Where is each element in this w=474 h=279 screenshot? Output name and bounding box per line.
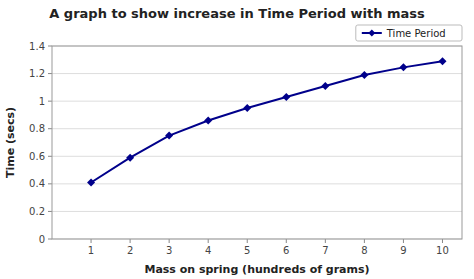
tick-y	[48, 183, 52, 184]
grid-line-y	[52, 211, 462, 212]
marker	[399, 63, 407, 71]
marker	[243, 104, 251, 112]
marker	[321, 82, 329, 90]
tick-x	[403, 239, 404, 243]
legend-marker	[368, 30, 375, 37]
marker	[87, 178, 95, 186]
tick-label-y: 1	[39, 96, 45, 107]
tick-x	[247, 239, 248, 243]
tick-x	[130, 239, 131, 243]
grid-line-y	[52, 101, 462, 102]
marker	[165, 132, 173, 140]
tick-label-x: 1	[88, 245, 94, 256]
tick-label-x: 5	[244, 245, 250, 256]
tick-label-y: 0.4	[29, 178, 45, 189]
tick-label-y: 0.6	[29, 151, 45, 162]
tick-label-x: 9	[400, 245, 406, 256]
tick-x	[169, 239, 170, 243]
tick-x	[208, 239, 209, 243]
tick-y	[48, 128, 52, 129]
tick-x	[364, 239, 365, 243]
grid-line-y	[52, 183, 462, 184]
grid	[52, 46, 462, 239]
tick-label-y: 1.2	[29, 68, 45, 79]
tick-x	[286, 239, 287, 243]
line	[91, 61, 442, 182]
tick-y	[48, 46, 52, 47]
tick-label-x: 2	[127, 245, 133, 256]
tick-label-x: 10	[436, 245, 449, 256]
tick-label-y: 0	[39, 234, 45, 245]
y-axis-label: Time (secs)	[4, 107, 17, 178]
grid-line-y	[52, 73, 462, 74]
tick-label-y: 0.8	[29, 123, 45, 134]
tick-x	[91, 239, 92, 243]
tick-x	[325, 239, 326, 243]
tick-label-x: 3	[166, 245, 172, 256]
tick-x	[442, 239, 443, 243]
legend-box	[356, 25, 462, 41]
chart-container: A graph to show increase in Time Period …	[0, 0, 474, 279]
marker	[126, 154, 134, 162]
tick-label-y: 1.4	[29, 41, 45, 52]
marker	[204, 116, 212, 124]
tick-y	[48, 239, 52, 240]
tick-label-x: 6	[283, 245, 289, 256]
tick-label-y: 0.2	[29, 206, 45, 217]
plot-frame	[52, 46, 462, 239]
marker	[282, 93, 290, 101]
title: A graph to show increase in Time Period …	[49, 6, 425, 21]
grid-line-y	[52, 128, 462, 129]
marker	[360, 71, 368, 79]
grid-line-y	[52, 156, 462, 157]
tick-label-x: 7	[322, 245, 328, 256]
legend-label: Time Period	[386, 28, 446, 39]
marker	[438, 57, 446, 65]
tick-label-x: 4	[205, 245, 211, 256]
chart: A graph to show increase in Time Period …	[0, 0, 474, 279]
tick-label-x: 8	[361, 245, 367, 256]
tick-y	[48, 73, 52, 74]
x-axis-label: Mass on spring (hundreds of grams)	[144, 263, 369, 276]
tick-y	[48, 101, 52, 102]
legend: Time Period	[356, 25, 462, 41]
tick-y	[48, 156, 52, 157]
data-layer	[87, 57, 446, 186]
tick-y	[48, 211, 52, 212]
